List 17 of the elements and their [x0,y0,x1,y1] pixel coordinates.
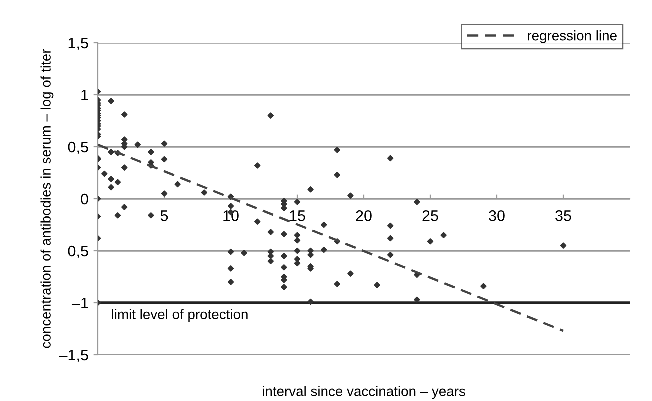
x-axis-title: interval since vaccination – years [263,386,466,400]
x-tick-label: 15 [290,210,306,222]
ref-line-label: limit level of protection [112,309,248,322]
y-tick-label: 1 [82,90,88,101]
x-tick-label: 20 [356,210,372,222]
x-tick-label: 35 [556,210,572,222]
y-tick-label: 0,5 [68,246,88,258]
x-tick-label: 30 [489,210,505,222]
y-tick-label: –1,5 [59,350,88,362]
x-tick-label: 25 [422,210,438,222]
legend-label: regression line [528,30,617,44]
y-axis-title: concentration of antibodies in serum – log of titer [40,49,54,348]
y-tick-label: –1 [72,298,88,309]
y-tick-label: 0 [81,194,88,205]
y-tick-label: 0,5 [68,142,88,154]
y-tick-label: 1,5 [68,38,88,50]
x-tick-label: 5 [160,210,168,222]
